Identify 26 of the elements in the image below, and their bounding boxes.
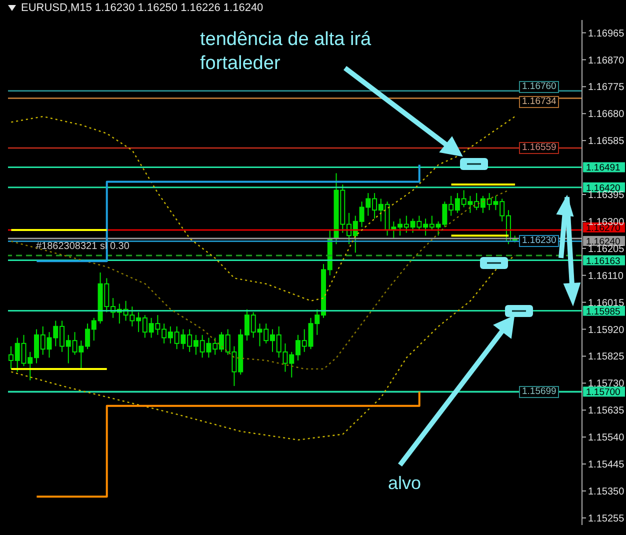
y-tick-label: 1.15540	[588, 432, 625, 444]
chart-title: EURUSD,M15 1.16230 1.16250 1.16226 1.16240	[21, 2, 264, 14]
y-tick-label: 1.15825	[588, 352, 625, 363]
annotation: 1.16230	[519, 235, 560, 248]
annotation: 1.15699	[519, 386, 560, 398]
annotation: alvo	[388, 472, 422, 494]
y-tick-label: 1.16110	[588, 270, 624, 282]
y-tick-label: 1.15445	[588, 460, 625, 471]
annotation: tendência de alta irá fortaleder	[200, 28, 372, 76]
y-tick-label: 1.15255	[588, 513, 625, 524]
y-tick-label: 1.16205	[588, 244, 625, 255]
y-tick-label: 1.16870	[588, 55, 625, 66]
y-tick-label: 1.16585	[588, 136, 625, 148]
annotation: 1.16760	[519, 81, 560, 94]
y-tick-label: 1.16965	[588, 28, 625, 40]
y-tick-label: 1.15920	[588, 324, 625, 336]
y-tick-label: 1.15635	[588, 406, 625, 417]
y-tick-label: 1.15350	[588, 486, 625, 498]
ref-line-label: 1.15700	[586, 387, 620, 398]
ref-line-label: 1.15985	[586, 306, 620, 318]
ref-line-label: 1.16163	[586, 256, 620, 267]
ref-line-label: 1.16491	[586, 162, 620, 174]
annotation: 1.16734	[519, 96, 560, 108]
y-tick-label: 1.16680	[588, 109, 625, 120]
annotation: 1.16559	[519, 142, 560, 154]
y-tick-label: 1.16775	[588, 82, 625, 94]
